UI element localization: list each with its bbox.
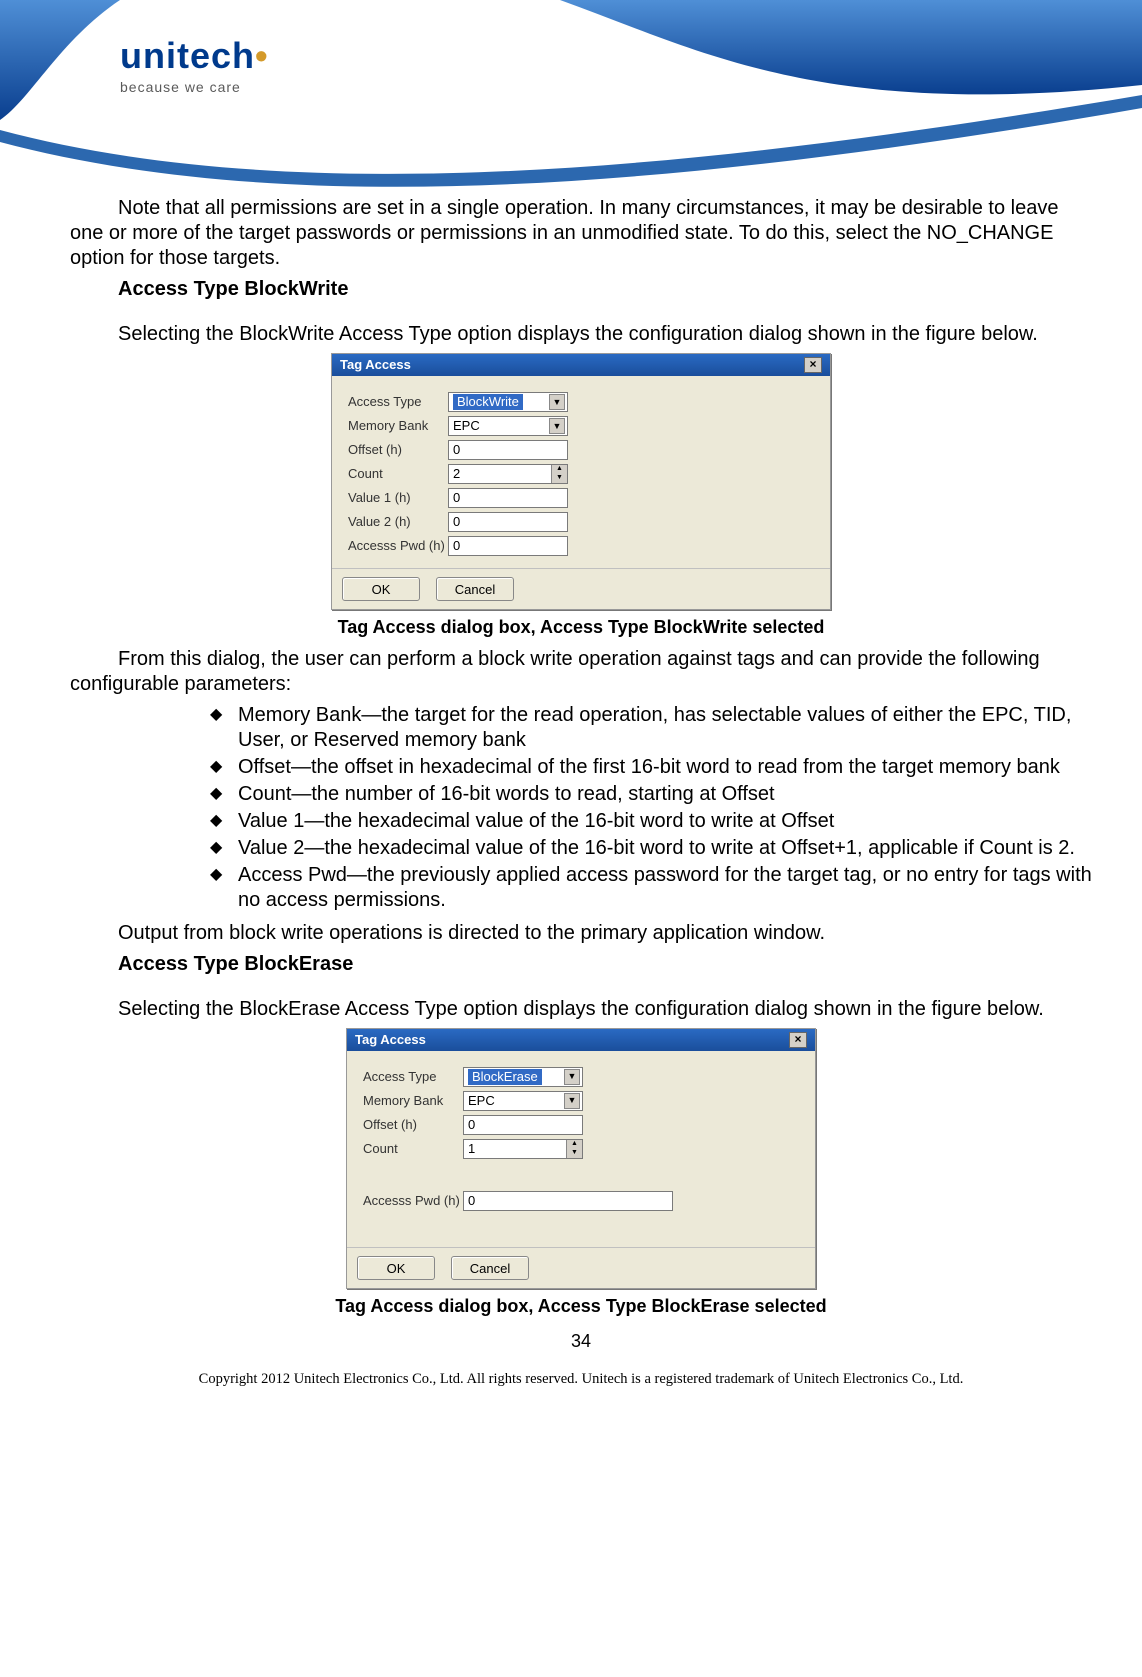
logo-word: unitech	[120, 35, 255, 76]
section2-title: Access Type BlockErase	[70, 952, 1092, 977]
pwd-value: 0	[453, 538, 460, 554]
dialog1-title-text: Tag Access	[340, 357, 411, 373]
intro-paragraph: Note that all permissions are set in a s…	[70, 196, 1092, 271]
dialog2-body: Access Type BlockErase ▼ Memory Bank EPC…	[347, 1051, 815, 1247]
pwd-input[interactable]: 0	[463, 1191, 673, 1211]
close-icon[interactable]: ×	[789, 1032, 807, 1048]
count-spinner[interactable]: 1 ▲▼	[463, 1139, 583, 1159]
count-value: 1	[464, 1140, 566, 1158]
dialog1-buttons: OK Cancel	[332, 568, 830, 609]
list-item: Value 2—the hexadecimal value of the 16-…	[210, 836, 1092, 861]
offset-label: Offset (h)	[348, 442, 448, 458]
offset-input[interactable]: 0	[448, 440, 568, 460]
access-type-label: Access Type	[363, 1069, 463, 1085]
access-type-label: Access Type	[348, 394, 448, 410]
memory-bank-label: Memory Bank	[348, 418, 448, 434]
section1-title: Access Type BlockWrite	[70, 277, 1092, 302]
spinner-buttons[interactable]: ▲▼	[551, 465, 567, 483]
ok-button[interactable]: OK	[342, 577, 420, 601]
access-type-value: BlockWrite	[453, 394, 523, 410]
ok-button[interactable]: OK	[357, 1256, 435, 1280]
pwd-value: 0	[468, 1193, 475, 1209]
dialog2-wrap: Tag Access × Access Type BlockErase ▼ Me…	[70, 1028, 1092, 1289]
logo: unitech• because we care	[120, 35, 269, 95]
value1-label: Value 1 (h)	[348, 490, 448, 506]
pwd-label: Accesss Pwd (h)	[363, 1193, 463, 1209]
chevron-down-icon: ▼	[549, 418, 565, 434]
cancel-button[interactable]: Cancel	[451, 1256, 529, 1280]
dialog2-title-text: Tag Access	[355, 1032, 426, 1048]
list-item: Value 1—the hexadecimal value of the 16-…	[210, 809, 1092, 834]
count-value: 2	[449, 465, 551, 483]
memory-bank-select[interactable]: EPC ▼	[448, 416, 568, 436]
memory-bank-select[interactable]: EPC ▼	[463, 1091, 583, 1111]
section1-after-dialog: From this dialog, the user can perform a…	[70, 647, 1092, 697]
page-number: 34	[70, 1330, 1092, 1353]
count-label: Count	[348, 466, 448, 482]
dialog1-wrap: Tag Access × Access Type BlockWrite ▼ Me…	[70, 353, 1092, 610]
dialog2-caption: Tag Access dialog box, Access Type Block…	[70, 1295, 1092, 1318]
chevron-down-icon: ▼	[564, 1069, 580, 1085]
memory-bank-label: Memory Bank	[363, 1093, 463, 1109]
dialog2-titlebar: Tag Access ×	[347, 1029, 815, 1051]
value1-value: 0	[453, 490, 460, 506]
value2-label: Value 2 (h)	[348, 514, 448, 530]
logo-tagline: because we care	[120, 79, 269, 95]
value2-value: 0	[453, 514, 460, 530]
pwd-input[interactable]: 0	[448, 536, 568, 556]
dialog1-caption: Tag Access dialog box, Access Type Block…	[70, 616, 1092, 639]
spinner-buttons[interactable]: ▲▼	[566, 1140, 582, 1158]
value2-input[interactable]: 0	[448, 512, 568, 532]
count-spinner[interactable]: 2 ▲▼	[448, 464, 568, 484]
pwd-label: Accesss Pwd (h)	[348, 538, 448, 554]
tag-access-dialog-blockwrite: Tag Access × Access Type BlockWrite ▼ Me…	[331, 353, 831, 610]
memory-bank-value: EPC	[453, 418, 480, 434]
list-item: Count—the number of 16-bit words to read…	[210, 782, 1092, 807]
offset-input[interactable]: 0	[463, 1115, 583, 1135]
memory-bank-value: EPC	[468, 1093, 495, 1109]
access-type-value: BlockErase	[468, 1069, 542, 1085]
section1-lead: Selecting the BlockWrite Access Type opt…	[70, 322, 1092, 347]
cancel-button[interactable]: Cancel	[436, 577, 514, 601]
section2-lead: Selecting the BlockErase Access Type opt…	[70, 997, 1092, 1022]
list-item: Access Pwd—the previously applied access…	[210, 863, 1092, 913]
tag-access-dialog-blockerase: Tag Access × Access Type BlockErase ▼ Me…	[346, 1028, 816, 1289]
offset-value: 0	[468, 1117, 475, 1133]
page-content: Note that all permissions are set in a s…	[0, 196, 1142, 1388]
list-item: Offset—the offset in hexadecimal of the …	[210, 755, 1092, 780]
list-item: Memory Bank—the target for the read oper…	[210, 703, 1092, 753]
header-swoosh	[0, 0, 1142, 200]
page-header: unitech• because we care	[0, 0, 1142, 190]
dialog1-body: Access Type BlockWrite ▼ Memory Bank EPC…	[332, 376, 830, 568]
offset-value: 0	[453, 442, 460, 458]
close-icon[interactable]: ×	[804, 357, 822, 373]
access-type-select[interactable]: BlockWrite ▼	[448, 392, 568, 412]
value1-input[interactable]: 0	[448, 488, 568, 508]
footer-copyright: Copyright 2012 Unitech Electronics Co., …	[70, 1370, 1092, 1388]
chevron-down-icon: ▼	[564, 1093, 580, 1109]
logo-dot-icon: •	[255, 35, 269, 76]
dialog2-buttons: OK Cancel	[347, 1247, 815, 1288]
access-type-select[interactable]: BlockErase ▼	[463, 1067, 583, 1087]
section1-output-line: Output from block write operations is di…	[70, 921, 1092, 946]
section1-bullets: Memory Bank—the target for the read oper…	[70, 703, 1092, 913]
offset-label: Offset (h)	[363, 1117, 463, 1133]
chevron-down-icon: ▼	[549, 394, 565, 410]
dialog1-titlebar: Tag Access ×	[332, 354, 830, 376]
count-label: Count	[363, 1141, 463, 1157]
